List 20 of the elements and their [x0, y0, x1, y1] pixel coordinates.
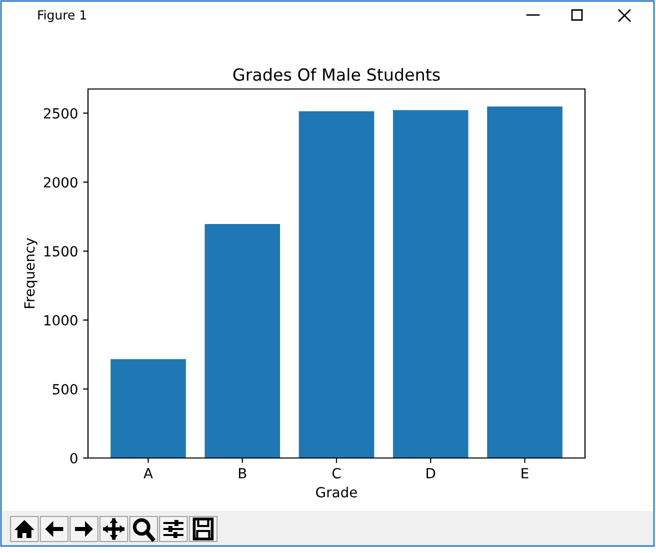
- x-tick-label: B: [238, 468, 246, 478]
- bar: [487, 106, 562, 458]
- y-tick-label: 2000: [44, 177, 78, 188]
- y-axis-title: Frequency: [24, 238, 38, 308]
- bar: [110, 359, 186, 458]
- x-tick-label: A: [144, 468, 153, 478]
- y-tick-label: 2500: [44, 108, 78, 119]
- y-tick-label: 1500: [44, 246, 78, 257]
- caption: Figure 1: [38, 10, 86, 22]
- x-tick-label: C: [332, 468, 341, 478]
- bar: [298, 111, 374, 458]
- y-tick-label: 1000: [44, 315, 78, 326]
- bar: [204, 224, 280, 458]
- x-tick-label: E: [522, 468, 528, 478]
- bar: [392, 110, 468, 458]
- x-axis-title: Grade: [316, 486, 357, 498]
- y-tick-label: 0: [70, 452, 78, 464]
- x-tick-label: D: [426, 468, 436, 478]
- chart-title: Grades Of Male Students: [233, 68, 440, 81]
- y-tick-label: 500: [52, 384, 78, 394]
